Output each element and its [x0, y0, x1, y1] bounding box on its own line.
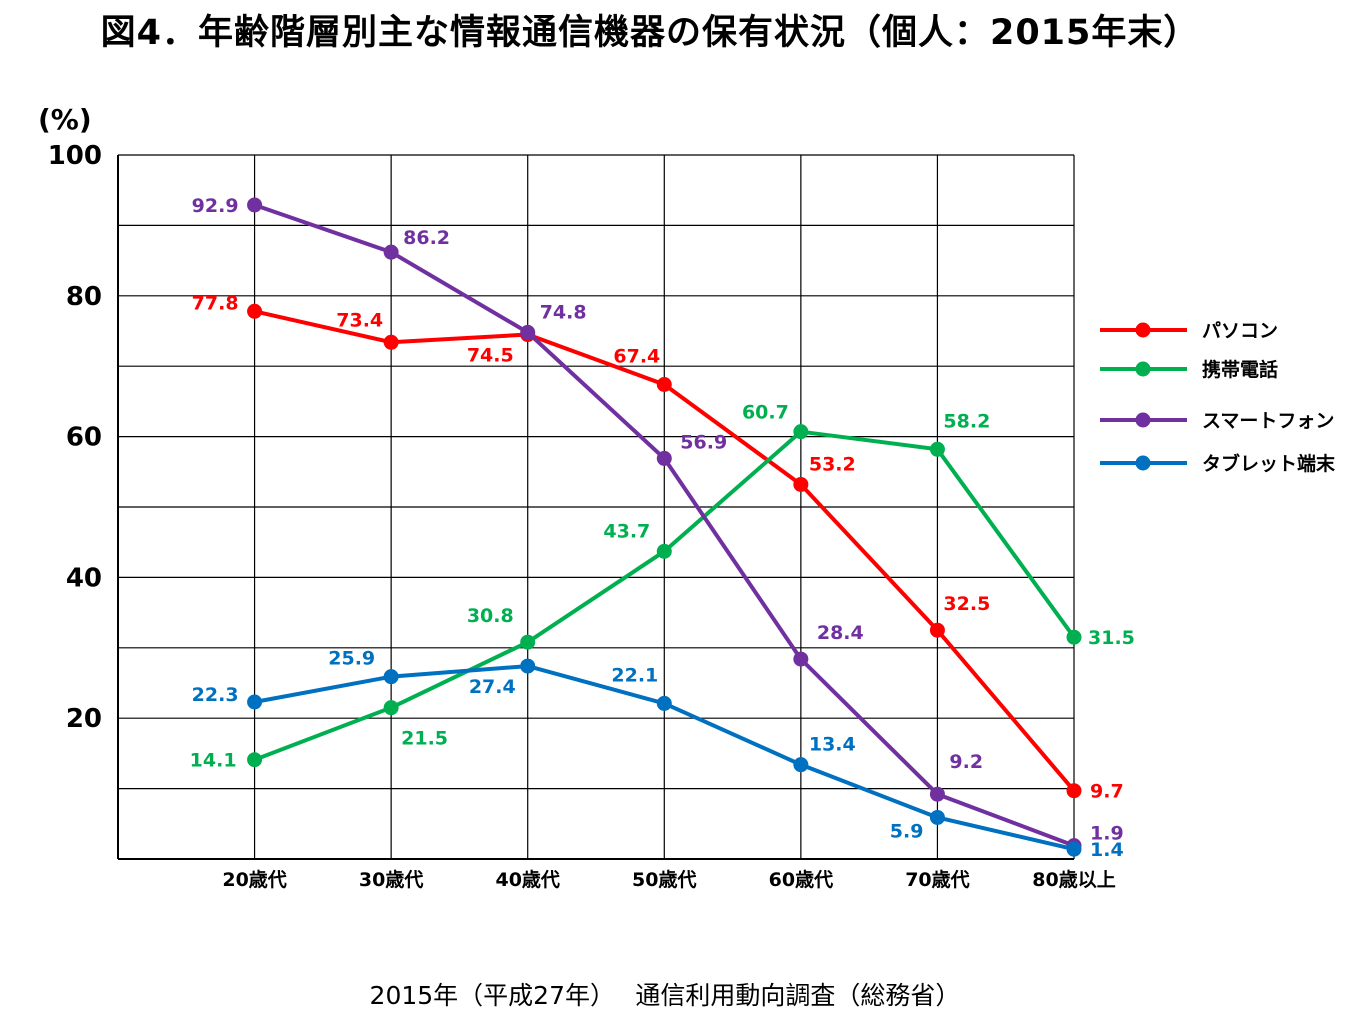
data-label: 5.9 [890, 820, 924, 842]
legend-marker [1135, 361, 1151, 377]
data-point [247, 197, 263, 213]
x-tick-label: 30歳代 [359, 869, 423, 891]
data-point [793, 757, 809, 773]
data-point [929, 786, 945, 802]
data-point [1066, 629, 1082, 645]
data-point [520, 324, 536, 340]
data-point [929, 809, 945, 825]
data-label: 74.5 [467, 345, 514, 367]
y-tick-label: 80 [66, 282, 102, 312]
legend-marker [1135, 412, 1151, 428]
data-point [247, 303, 263, 319]
legend-marker [1135, 455, 1151, 471]
x-tick-label: 40歳代 [495, 869, 559, 891]
data-label: 9.7 [1090, 781, 1124, 803]
legend-marker [1135, 322, 1151, 338]
data-point [383, 334, 399, 350]
data-label: 27.4 [469, 676, 516, 698]
data-label: 73.4 [336, 309, 383, 331]
legend-label: スマートフォン [1202, 410, 1334, 432]
data-label: 31.5 [1088, 627, 1135, 649]
legend-label: パソコン [1202, 320, 1278, 342]
data-label: 21.5 [401, 728, 448, 750]
axes: 20 40 60 80 100 (%) 20歳代 30歳代 40歳代 50歳代 60歳代 70歳代 80… [38, 103, 1116, 891]
data-label: 53.2 [809, 453, 856, 475]
data-label: 60.7 [742, 402, 789, 424]
data-point [656, 377, 672, 393]
data-point [383, 669, 399, 685]
data-label: 86.2 [403, 227, 450, 249]
data-point [656, 543, 672, 559]
data-point [656, 450, 672, 466]
y-tick-label: 100 [48, 141, 102, 171]
chart-title: 図4．年齢階層別主な情報通信機器の保有状況（個人：2015年末） [100, 13, 1200, 53]
data-label: 56.9 [680, 431, 727, 453]
data-label: 1.4 [1090, 839, 1124, 861]
data-label: 25.9 [328, 648, 375, 670]
data-point [383, 244, 399, 260]
data-label: 74.8 [540, 301, 587, 323]
legend-label: タブレット端末 [1202, 452, 1336, 475]
data-point [247, 752, 263, 768]
y-tick-label: 40 [66, 563, 102, 593]
data-label: 28.4 [817, 622, 864, 644]
data-point [520, 634, 536, 650]
data-label: 30.8 [467, 605, 514, 627]
x-tick-label: 50歳代 [632, 869, 696, 891]
data-label: 58.2 [943, 410, 990, 432]
data-label: 14.1 [190, 750, 237, 772]
data-point [247, 694, 263, 710]
data-label: 43.7 [603, 520, 650, 542]
data-point [1066, 841, 1082, 857]
series-group [247, 197, 1082, 857]
data-point [793, 424, 809, 440]
data-label: 92.9 [192, 195, 239, 217]
data-label: 32.5 [943, 593, 990, 615]
data-labels: 77.8 73.4 74.5 67.4 53.2 32.5 9.7 14.1 21.5 30.8 4… [190, 195, 1135, 861]
legend-label: 携帯電話 [1202, 358, 1278, 381]
x-tick-label: 60歳代 [769, 869, 833, 891]
data-label: 13.4 [809, 734, 856, 756]
data-point [793, 651, 809, 667]
data-point [656, 695, 672, 711]
x-tick-label: 80歳以上 [1032, 869, 1115, 891]
data-label: 77.8 [192, 292, 239, 314]
x-tick-label: 70歳代 [905, 869, 969, 891]
y-tick-label: 60 [66, 423, 102, 453]
y-axis-unit: (%) [38, 103, 92, 136]
data-label: 22.3 [192, 684, 239, 706]
data-point [793, 476, 809, 492]
data-point [929, 622, 945, 638]
data-label: 1.9 [1090, 823, 1124, 845]
data-point [929, 441, 945, 457]
data-point [1066, 783, 1082, 799]
x-tick-label: 20歳代 [222, 869, 286, 891]
data-label: 9.2 [949, 751, 983, 773]
data-label: 22.1 [611, 664, 658, 686]
data-point [520, 658, 536, 674]
y-tick-label: 20 [66, 704, 102, 734]
grid-lines [118, 154, 1075, 859]
source-note: 2015年（平成27年） 通信利用動向調査（総務省） [369, 981, 961, 1010]
data-label: 67.4 [613, 346, 660, 368]
data-point [383, 700, 399, 716]
